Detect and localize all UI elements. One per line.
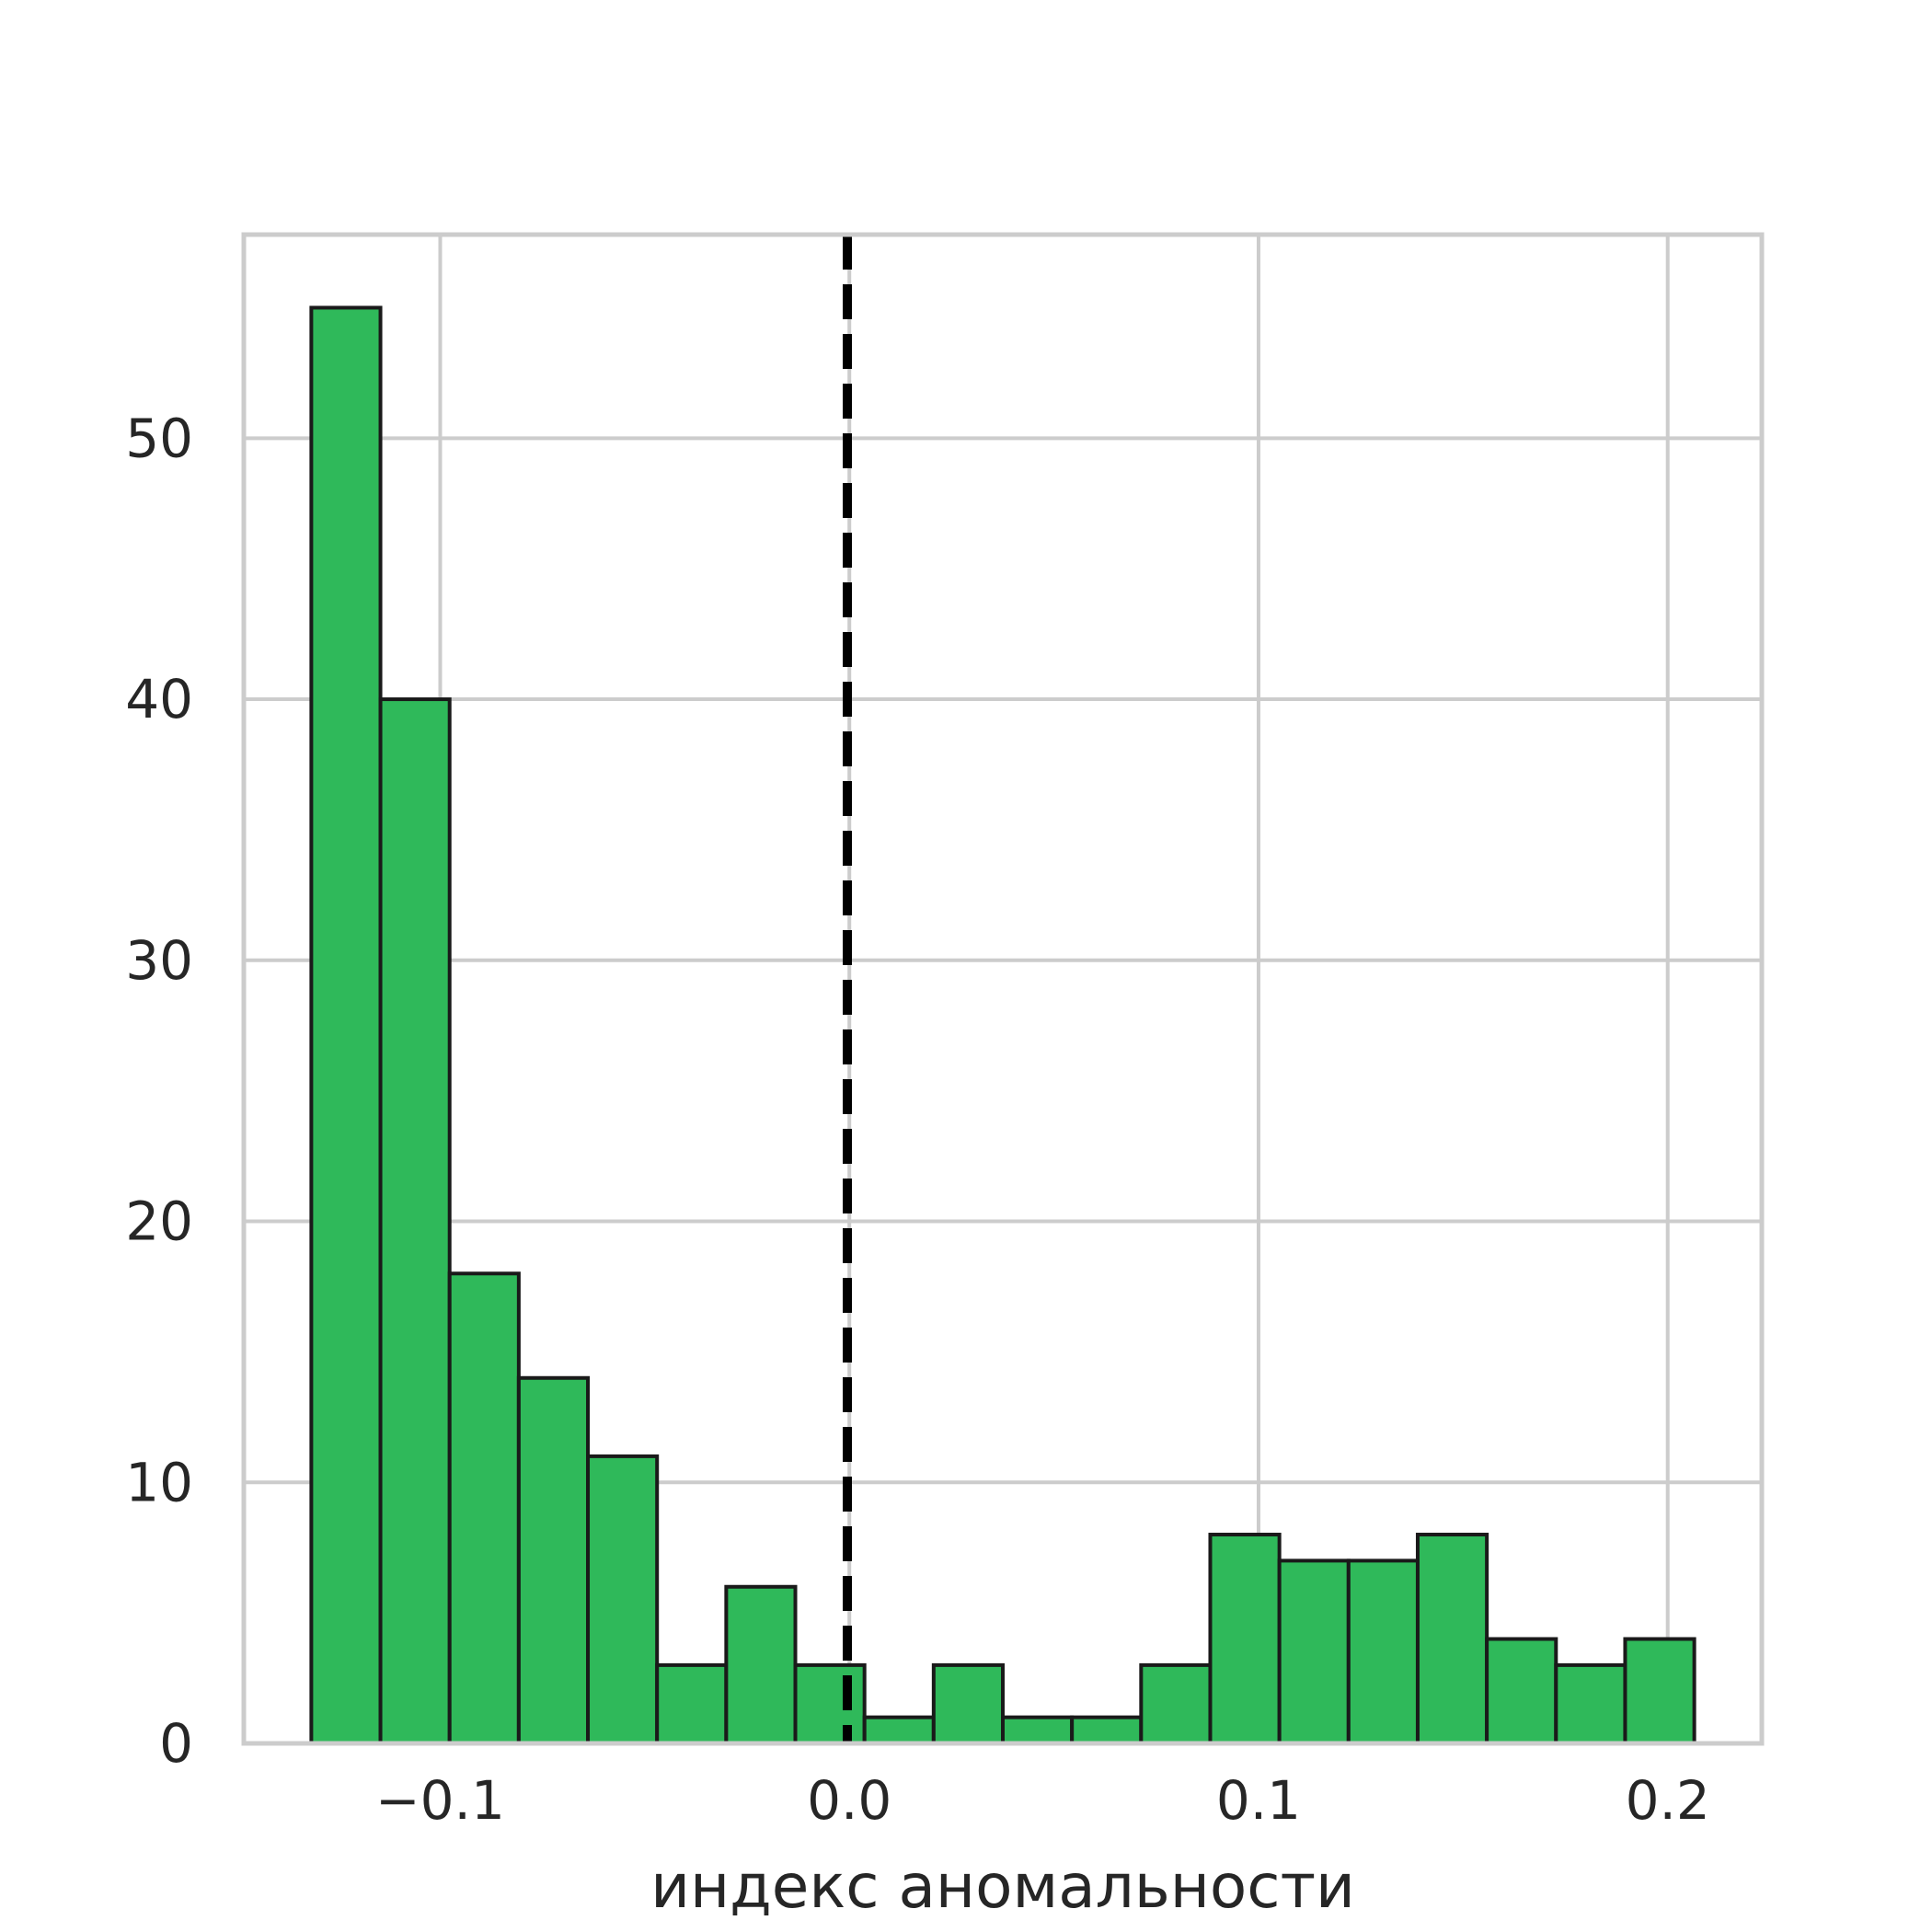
y-tick-label: 50 xyxy=(125,407,193,469)
histogram-bar xyxy=(447,1271,521,1745)
histogram-bar xyxy=(1346,1558,1420,1745)
histogram-bar xyxy=(862,1715,936,1746)
histogram-bar xyxy=(1485,1637,1558,1746)
y-tick-label: 10 xyxy=(125,1451,193,1513)
x-tick-label: 0.0 xyxy=(807,1769,891,1832)
histogram-bar xyxy=(1554,1662,1627,1746)
x-axis-label: индекс аномальности xyxy=(650,1851,1355,1922)
histogram-bar xyxy=(655,1662,729,1746)
tick-labels: −0.1 0.0 0.1 0.2 0 10 20 30 40 50 xyxy=(125,407,1710,1832)
plot-frame xyxy=(241,232,1765,1746)
histogram-bar xyxy=(724,1584,798,1746)
histogram-bar xyxy=(1070,1715,1144,1746)
x-tick-label: 0.2 xyxy=(1626,1769,1710,1832)
histogram-bar xyxy=(1001,1715,1075,1746)
x-tick-label: 0.1 xyxy=(1216,1769,1301,1832)
bars xyxy=(309,305,1696,1746)
y-tick-label: 30 xyxy=(125,929,193,992)
histogram-bar xyxy=(931,1662,1005,1746)
x-tick-label: −0.1 xyxy=(375,1769,505,1832)
histogram-bar xyxy=(1277,1558,1351,1745)
histogram-bar xyxy=(793,1662,867,1746)
histogram-bar xyxy=(309,305,383,1745)
histogram-bar xyxy=(1208,1533,1282,1745)
y-tick-label: 40 xyxy=(125,668,193,730)
histogram-bar xyxy=(586,1454,660,1745)
y-tick-label: 0 xyxy=(159,1712,193,1775)
histogram-bar xyxy=(516,1375,591,1746)
histogram-bar xyxy=(1415,1533,1489,1745)
histogram-bar xyxy=(378,697,452,1745)
histogram-bar xyxy=(1139,1662,1213,1746)
histogram-bar xyxy=(1623,1637,1696,1746)
y-tick-label: 20 xyxy=(125,1190,193,1253)
